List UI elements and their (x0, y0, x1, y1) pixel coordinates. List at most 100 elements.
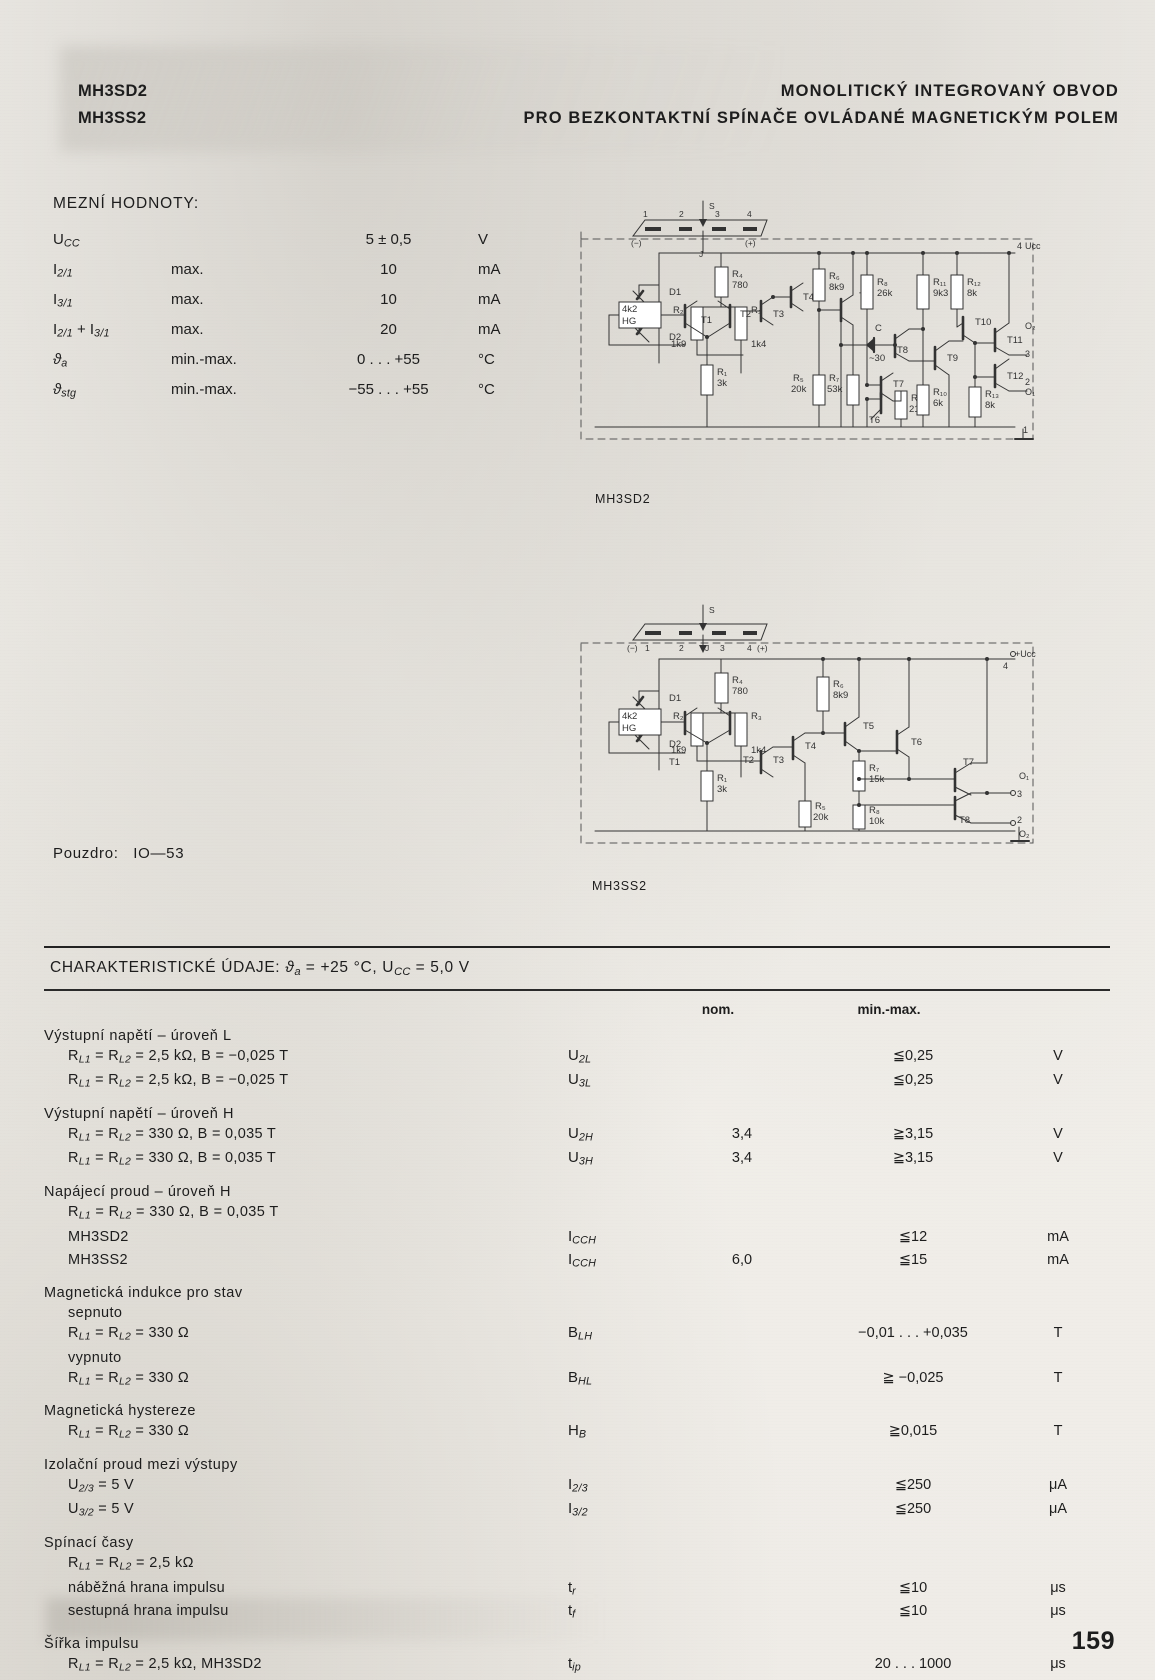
transistor-label-t12: T12 (1007, 371, 1023, 382)
symbol: U3L (568, 1071, 592, 1090)
pin-number-2: 2 (679, 643, 684, 653)
group-title: Výstupní napětí – úroveň L (44, 1027, 232, 1044)
resistor-value-r3: 1k4 (751, 339, 766, 350)
unit: T (1053, 1324, 1063, 1341)
diode-label-d1: D1 (669, 693, 681, 704)
resistor-ref-r6: R₆ (833, 679, 844, 690)
limit-row: ϑstg min.-max. −55 . . . +55 °C (53, 381, 573, 411)
resistor-ref-r3: R₃ (751, 711, 762, 722)
char-row: RL1 = RL2 = 330 Ω BHL ≧ −0,025 T (44, 1368, 1110, 1393)
symbol: BLH (568, 1323, 593, 1343)
symbol: tf (568, 1602, 576, 1622)
limit-unit: mA (478, 321, 501, 338)
char-group: Napájecí proud – úroveň H RL1 = RL2 = 33… (44, 1182, 1110, 1274)
polarity-minus: (−) (627, 643, 638, 653)
condition: RL1 = RL2 = 330 Ω (68, 1369, 190, 1388)
condition: náběžná hrana impulsu (68, 1579, 226, 1596)
transistor-label-t3: T3 (773, 309, 784, 320)
hall-resistance: 4k2 (622, 304, 637, 315)
page-number: 159 (1071, 1627, 1115, 1655)
resistor-value-r11: 9k3 (933, 288, 948, 299)
resistor-ref-r8: R₈ (877, 277, 888, 288)
limit-value: 0 . . . +55 (357, 351, 420, 368)
title-line-1: MONOLITICKÝ INTEGROVANÝ OBVOD (780, 82, 1119, 100)
min-max: ≧ −0,025 (882, 1369, 944, 1386)
condition: RL1 = RL2 = 330 Ω (68, 1324, 190, 1343)
hall-label: HG (622, 723, 636, 734)
limit-symbol: I3/1 (53, 291, 73, 310)
junction-label-j: J (705, 643, 709, 653)
pin-number-4: 4 (747, 643, 752, 653)
group-title: Magnetická hystereze (44, 1403, 197, 1420)
min-max: ≦10 (898, 1603, 928, 1620)
unit: μs (1050, 1656, 1066, 1673)
min-max: −0,01 . . . +0,035 (858, 1324, 968, 1341)
package-label: Pouzdro: (53, 845, 119, 862)
transistor-label-t1: T1 (669, 757, 680, 768)
min-max: ≦12 (898, 1228, 928, 1245)
symbol: BHL (568, 1368, 593, 1388)
unit: V (1053, 1047, 1063, 1064)
limit-symbol: I2/1 (53, 261, 73, 280)
limit-unit: mA (478, 291, 501, 308)
char-group: Šířka impulsu RL1 = RL2 = 2,5 kΩ, MH3SD2… (44, 1634, 1110, 1679)
transistor-label-t4: T4 (805, 741, 816, 752)
char-row: U2/3 = 5 V I2/3 ≦250 μA (44, 1475, 1110, 1500)
min-max: ≧3,15 (892, 1125, 934, 1142)
transistor-label-t4: T4 (803, 292, 814, 303)
symbol: ICCH (568, 1227, 597, 1247)
unit: μs (1050, 1603, 1066, 1620)
symbol: U3H (568, 1149, 594, 1169)
char-group: Magnetická indukce pro stav sepnuto RL1 … (44, 1283, 1110, 1392)
min-max: ≦0,25 (892, 1072, 934, 1089)
part-code-list: MH3SD2 MH3SS2 (78, 78, 147, 132)
unit: μA (1048, 1476, 1068, 1493)
condition: U3/2 = 5 V (68, 1501, 134, 1520)
resistor-value-r6: 8k9 (833, 690, 848, 701)
condition: U2/3 = 5 V (68, 1476, 134, 1495)
limit-value: 5 ± 0,5 (365, 231, 412, 248)
symbol: ICCH (568, 1251, 597, 1270)
resistor-value-r5: 20k (813, 812, 829, 823)
char-row: MH3SS2 ICCH 6,0 ≦15 mA (44, 1250, 1110, 1274)
transistor-label-t2: T2 (740, 309, 751, 320)
diode-label-d1: D1 (669, 287, 681, 298)
char-row: RL1 = RL2 = 2,5 kΩ, B = −0,025 T U3L ≦0,… (44, 1070, 1110, 1095)
resistor-value-r1: 3k (717, 378, 727, 389)
transistor-label-t5: T5 (863, 721, 874, 732)
heading-cond2-sub: CC (394, 966, 411, 979)
limit-symbol: ϑa (53, 351, 68, 370)
title-line-2: PRO BEZKONTAKTNÍ SPÍNAČE OVLÁDANÉ MAGNET… (523, 109, 1119, 127)
rule-under-heading (44, 989, 1110, 991)
resistor-ref-r1: R₁ (717, 773, 727, 784)
schematic-caption-mh3sd2: MH3SD2 (595, 492, 651, 506)
condition: RL1 = RL2 = 330 Ω, B = 0,035 T (68, 1150, 277, 1168)
limit-value: 10 (380, 291, 397, 308)
min-max: 20 . . . 1000 (874, 1656, 952, 1673)
symbol: HB (568, 1422, 587, 1441)
limit-row: I2/1 max. 10 mA (53, 261, 573, 291)
resistor-ref-r12: R₁₂ (967, 277, 981, 288)
limit-value: 10 (380, 261, 397, 278)
limiting-values-section: MEZNÍ HODNOTY: UCC 5 ± 0,5 V I2/1 max. 1… (53, 195, 573, 411)
char-group: Magnetická hystereze RL1 = RL2 = 330 Ω H… (44, 1401, 1110, 1446)
characteristics-section: CHARAKTERISTICKÉ ÚDAJE: ϑa = +25 °C, UCC… (44, 946, 1110, 1679)
document-title: MONOLITICKÝ INTEGROVANÝ OBVOD PRO BEZKON… (523, 78, 1119, 132)
resistor-ref-r9: R₉ (911, 393, 922, 404)
min-max: ≦15 (898, 1252, 928, 1269)
transistor-label-t7: T7 (963, 757, 974, 768)
condition: sestupná hrana impulsu (68, 1603, 229, 1620)
char-row: sestupná hrana impulsu tf ≦10 μs (44, 1601, 1110, 1625)
pin-name-o2: O₂ (1019, 829, 1030, 839)
min-max: ≧3,15 (892, 1150, 934, 1167)
limit-row: I2/1 + I3/1 max. 20 mA (53, 321, 573, 351)
limit-value: 20 (380, 321, 397, 338)
condition: RL1 = RL2 = 2,5 kΩ, B = −0,025 T (68, 1047, 289, 1066)
schematic-mh3sd2: 1 2 3 4 (−) (+) S J R₄ 780 R₂ 1k9 R₃ 1k4 D1… (575, 195, 1045, 485)
transistor-label-t8: T8 (959, 815, 970, 826)
resistor-ref-r5: R₅ (815, 801, 826, 812)
pin-label-1: 1 (1023, 425, 1028, 435)
resistor-ref-r4: R₄ (732, 269, 743, 280)
limit-qualifier: max. (171, 261, 204, 278)
unit: mA (1047, 1228, 1069, 1245)
